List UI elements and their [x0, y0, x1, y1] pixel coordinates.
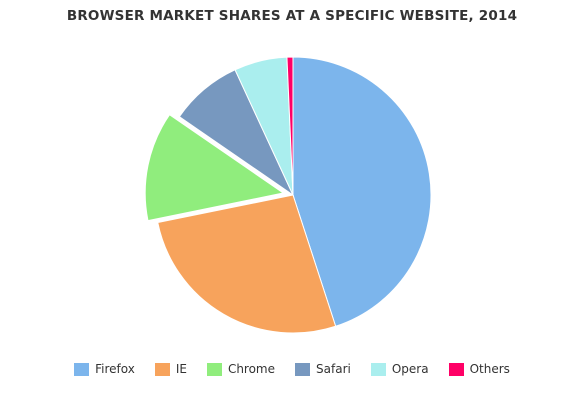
legend-swatch — [74, 362, 90, 376]
legend-label: Others — [469, 362, 510, 376]
legend-label: Safari — [316, 362, 351, 376]
legend-item-safari[interactable]: Safari — [295, 362, 351, 376]
pie-slice-others[interactable] — [286, 56, 294, 196]
legend-item-firefox[interactable]: Firefox — [74, 362, 135, 376]
legend-item-opera[interactable]: Opera — [370, 362, 429, 376]
legend-item-ie[interactable]: IE — [154, 362, 187, 376]
legend-item-chrome[interactable]: Chrome — [206, 362, 276, 376]
legend-label: IE — [175, 362, 187, 376]
legend-swatch — [448, 362, 464, 376]
legend-item-others[interactable]: Others — [448, 362, 510, 376]
legend-swatch — [370, 362, 386, 376]
pie-slice-ie[interactable] — [157, 194, 337, 334]
legend-label: Chrome — [227, 362, 276, 376]
legend-swatch — [206, 362, 222, 376]
legend-label: Opera — [391, 362, 429, 376]
legend-label: Firefox — [95, 362, 135, 376]
legend-swatch — [154, 362, 170, 376]
pie-slice-chrome[interactable] — [144, 114, 285, 222]
legend: Firefox IE Chrome Safari Opera Others — [0, 362, 584, 376]
chart-title: BROWSER MARKET SHARES AT A SPECIFIC WEBS… — [66, 8, 518, 24]
pie-slice-firefox[interactable] — [292, 56, 432, 327]
legend-swatch — [295, 362, 311, 376]
